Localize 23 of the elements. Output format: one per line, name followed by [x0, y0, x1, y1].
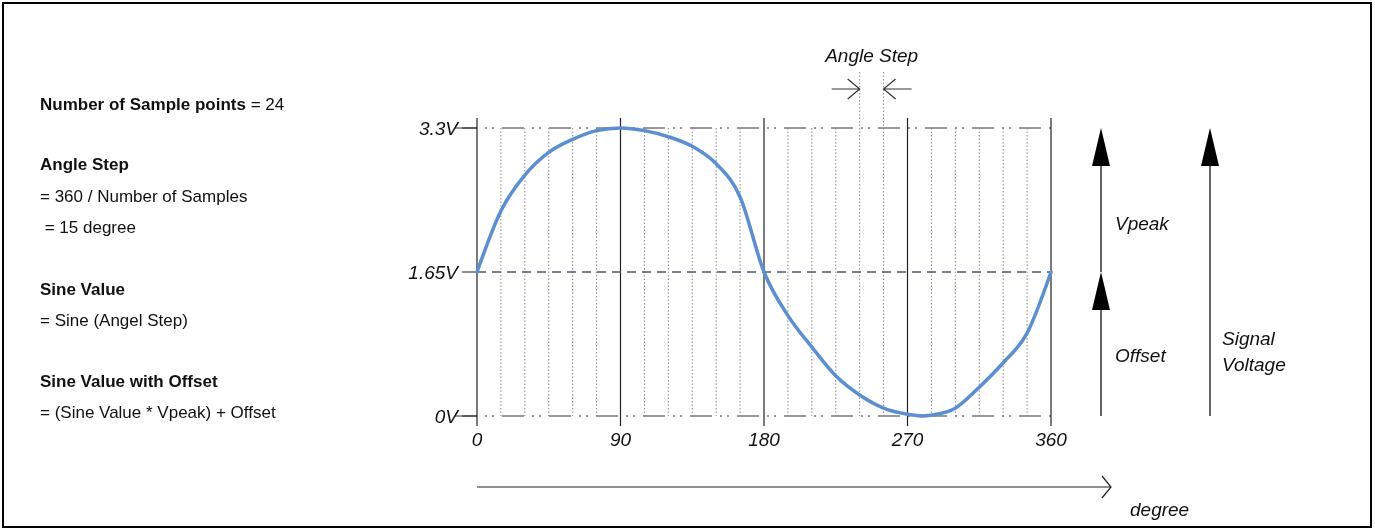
text: Angle Step — [40, 155, 129, 174]
y-tick-label: 3.3V — [418, 118, 461, 139]
x-tick-label: 270 — [890, 429, 924, 450]
text: Sine Value with Offset — [40, 372, 218, 391]
text: Vpeak — [1115, 213, 1171, 234]
y-tick-label: 0V — [434, 406, 461, 427]
text: = 15 degree — [40, 218, 136, 237]
text: Angle Step — [824, 45, 919, 66]
text: = Sine (Angel Step) — [40, 311, 188, 330]
text: = (Sine Value * Vpeak) + Offset — [40, 403, 276, 422]
x-tick-label: 180 — [748, 429, 781, 450]
text: Signal Voltage — [1222, 328, 1286, 375]
text: Sine Value — [40, 280, 126, 299]
x-tick-label: 360 — [1035, 429, 1068, 450]
y-tick-label: 1.65V — [408, 262, 461, 283]
text: = 360 / Number of Samples — [40, 187, 248, 206]
x-tick-label: 90 — [609, 429, 632, 450]
text: Number of Sample points — [40, 95, 246, 114]
line-series — [475, 126, 1053, 418]
x-tick-label: 0 — [471, 429, 483, 450]
text: = 24 — [245, 95, 285, 114]
x-axis-title: degree — [1130, 499, 1190, 520]
text: Offset — [1115, 345, 1167, 366]
